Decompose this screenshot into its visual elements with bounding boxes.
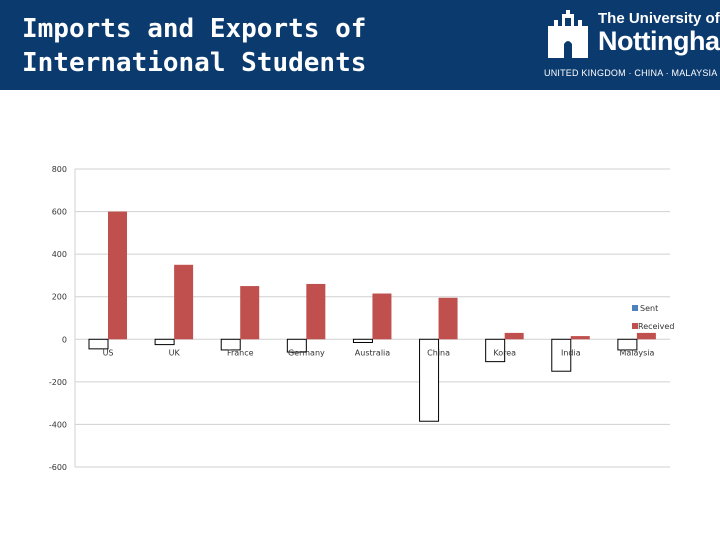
y-tick-label: 0 bbox=[62, 335, 67, 344]
bar-sent bbox=[352, 338, 373, 343]
bar-received bbox=[504, 332, 524, 340]
x-axis-labels: US UK France Germany Australia China Korea Indi… bbox=[103, 348, 655, 357]
y-tick-label: 600 bbox=[52, 208, 67, 217]
chart-bars bbox=[88, 211, 656, 422]
x-tick-label: India bbox=[561, 348, 581, 357]
y-tick-label: 200 bbox=[52, 293, 67, 302]
university-logo: The University of Nottingham UNITED KING… bbox=[540, 6, 720, 86]
title-line-1: Imports and Exports of bbox=[22, 14, 367, 44]
logo-line-2: Nottingham bbox=[598, 26, 720, 56]
chart-legend: Sent Received bbox=[632, 304, 674, 331]
logo-tagline: UNITED KINGDOM · CHINA · MALAYSIA bbox=[544, 68, 718, 78]
title-line-2: International Students bbox=[22, 48, 367, 78]
legend-label-sent: Sent bbox=[640, 304, 658, 313]
x-tick-label: France bbox=[227, 348, 254, 357]
bar-sent bbox=[220, 338, 241, 351]
bar-received bbox=[306, 283, 326, 340]
bar-received bbox=[108, 211, 127, 340]
x-tick-label: US bbox=[103, 348, 114, 357]
y-tick-label: 400 bbox=[52, 250, 67, 259]
x-tick-label: UK bbox=[169, 348, 181, 357]
x-tick-label: Malaysia bbox=[619, 348, 654, 357]
bar-received bbox=[174, 264, 194, 340]
bar-sent bbox=[154, 338, 175, 346]
x-tick-label: Australia bbox=[355, 348, 390, 357]
bar-sent bbox=[551, 338, 572, 372]
legend-swatch-sent bbox=[632, 305, 638, 311]
slide-header: Imports and Exports of International Stu… bbox=[0, 0, 720, 90]
bar-sent bbox=[485, 338, 506, 363]
slide-title: Imports and Exports of International Stu… bbox=[22, 12, 442, 80]
bar-received bbox=[240, 286, 260, 340]
x-tick-label: Korea bbox=[493, 348, 516, 357]
legend-label-received: Received bbox=[638, 322, 674, 331]
castle-crest-icon bbox=[548, 10, 588, 58]
legend-swatch-received bbox=[632, 323, 638, 329]
y-tick-label: -600 bbox=[49, 463, 67, 472]
bar-sent bbox=[617, 338, 638, 351]
bar-received bbox=[636, 332, 656, 340]
logo-line-1: The University of bbox=[598, 10, 720, 27]
y-tick-label: 800 bbox=[52, 165, 67, 174]
y-tick-label: -200 bbox=[49, 378, 67, 387]
x-tick-label: China bbox=[427, 348, 450, 357]
y-tick-label: -400 bbox=[49, 420, 67, 429]
bar-received bbox=[372, 293, 392, 340]
bar-sent bbox=[88, 338, 109, 350]
y-axis-ticks: -600 -400 -200 0 200 400 600 800 bbox=[49, 165, 67, 472]
bar-sent bbox=[419, 338, 440, 422]
bar-sent bbox=[286, 338, 307, 353]
x-tick-label: Germany bbox=[288, 348, 325, 357]
bar-received bbox=[570, 336, 590, 340]
bar-received bbox=[438, 297, 458, 340]
